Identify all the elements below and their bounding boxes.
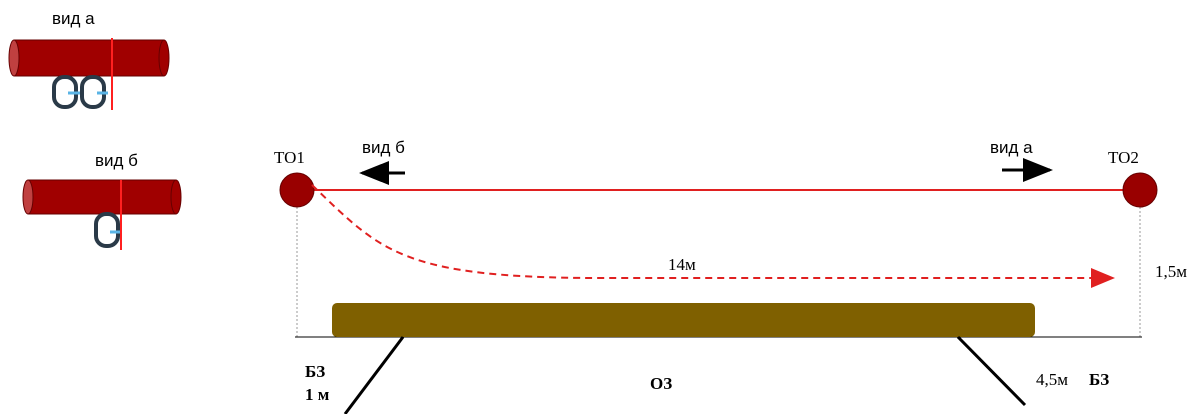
pipe-b — [22, 179, 182, 250]
node-label: ТО1 — [274, 148, 305, 167]
direction-label: вид б — [362, 138, 405, 157]
anchor-1 — [279, 172, 315, 208]
anchor-2 — [1122, 172, 1158, 208]
legend-view-a: вид а — [52, 9, 95, 28]
node-label: ТО2 — [1108, 148, 1139, 167]
pipe-a — [8, 38, 170, 110]
slope — [956, 335, 1027, 407]
slope — [343, 336, 405, 414]
sag-path — [311, 184, 1115, 288]
zone-width: 4,5м — [1036, 370, 1068, 389]
sag-label: 1,5м — [1155, 262, 1187, 281]
direction-label: вид а — [990, 138, 1033, 157]
zone-width: 1 м — [305, 385, 330, 404]
zone-label: БЗ — [305, 362, 325, 381]
obstacle — [332, 303, 1035, 337]
legend-view-b: вид б — [95, 151, 138, 170]
span-label: 14м — [668, 255, 696, 274]
zone-label: БЗ — [1089, 370, 1109, 389]
zone-label: ОЗ — [650, 374, 672, 393]
